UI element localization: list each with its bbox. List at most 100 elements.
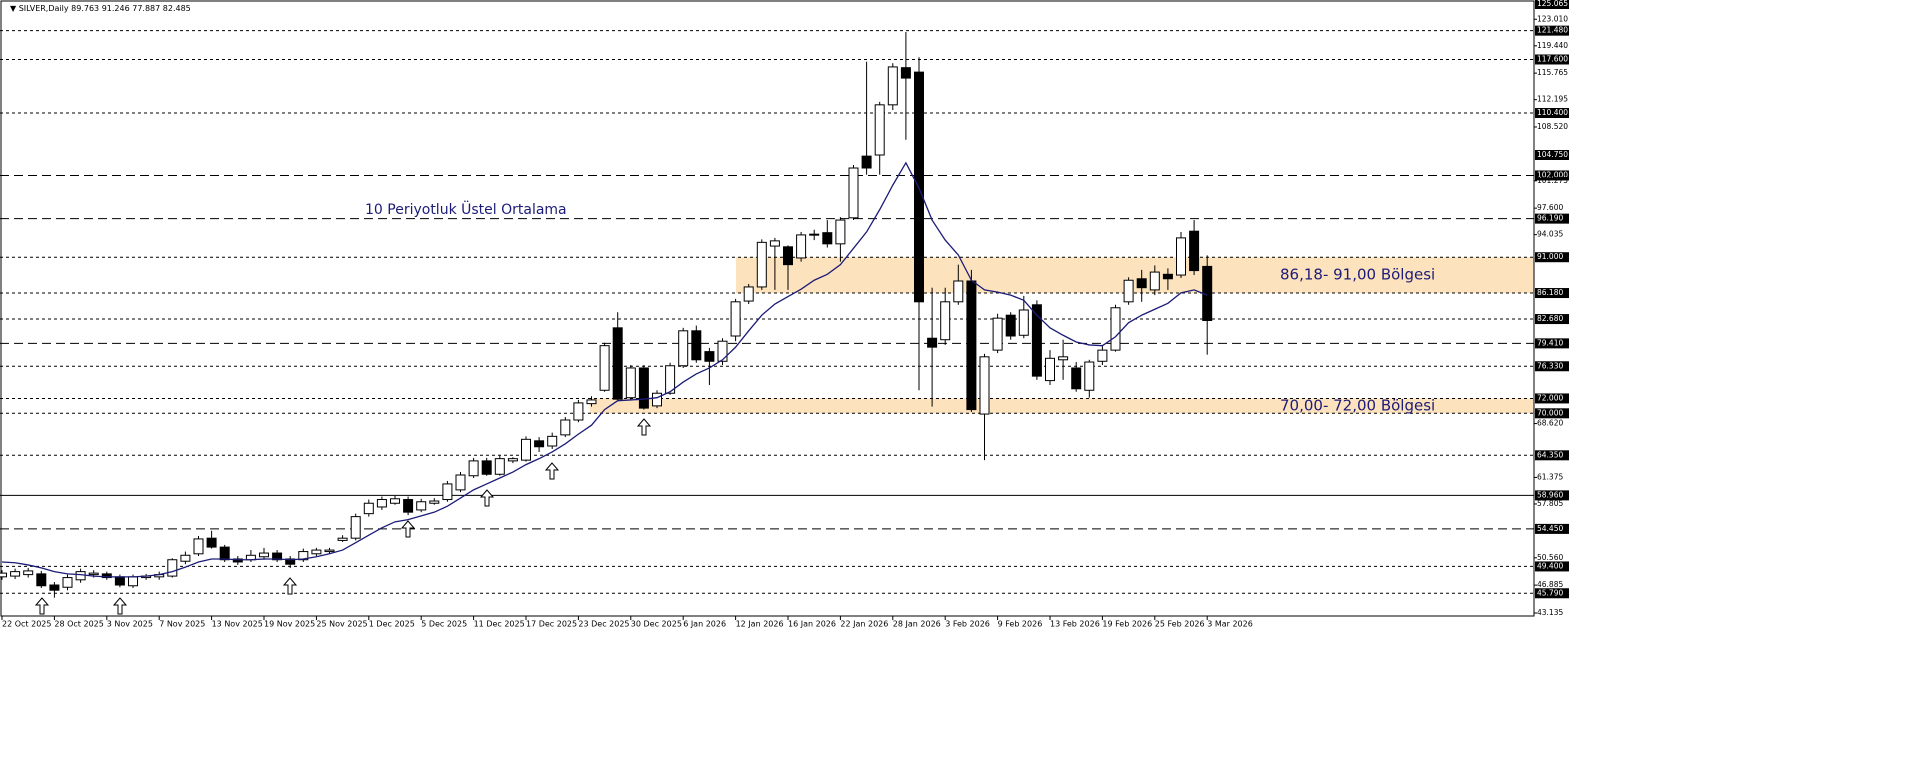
candle-body [1110, 307, 1121, 351]
candle-body [324, 549, 335, 553]
candle-body [992, 317, 1003, 351]
ema-line [1, 161, 1208, 578]
x-tick-label: 3 Nov 2025 [107, 620, 153, 629]
candle-body [874, 104, 885, 156]
y-tick-label: 68.620 [1537, 419, 1563, 428]
candle-body [232, 558, 243, 563]
candle-body [665, 365, 676, 394]
candle-body [363, 502, 374, 515]
candle-body [285, 558, 296, 565]
y-tick-label: 57.805 [1537, 499, 1563, 508]
x-tick-label: 3 Feb 2026 [945, 620, 990, 629]
level-label-bg [1535, 450, 1569, 461]
y-tick-label: 61.375 [1537, 472, 1563, 481]
level-label-bg [1535, 490, 1569, 501]
candle-body [1071, 367, 1082, 390]
level-label-bg [1535, 288, 1569, 299]
zone-label: 86,18- 91,00 Bölgesi [1280, 266, 1435, 284]
level-label-bg [1535, 523, 1569, 534]
level-label: 54.450 [1537, 524, 1563, 533]
candle-body [88, 572, 99, 576]
candle-body [678, 330, 689, 367]
candle-body [403, 499, 414, 513]
level-label-bg [1535, 150, 1569, 161]
candle-body [62, 577, 73, 588]
candle-body [521, 438, 531, 461]
up-arrow [112, 597, 128, 615]
level-label-bg [1535, 25, 1569, 36]
level-label: 76.330 [1537, 361, 1563, 370]
last-close: 82.485 [163, 4, 191, 13]
candle-body [376, 499, 387, 508]
level-label: 104.750 [1537, 150, 1568, 159]
candle-body [887, 66, 898, 106]
candle-body [612, 327, 623, 400]
candle-body [717, 340, 728, 362]
y-tick-label: 101.275 [1537, 176, 1568, 185]
candle-body [704, 351, 715, 362]
level-label-bg [1535, 252, 1569, 263]
x-tick-label: 25 Nov 2025 [316, 620, 367, 629]
candle-body [966, 280, 977, 411]
y-tick-label: 108.520 [1537, 122, 1568, 131]
y-tick-label: 112.195 [1537, 95, 1568, 104]
x-tick-label: 6 Jan 2026 [683, 620, 726, 629]
x-tick-label: 7 Nov 2025 [159, 620, 205, 629]
candle-body [167, 559, 178, 577]
candle-body [311, 549, 322, 555]
candle-body [0, 572, 7, 578]
x-tick-label: 25 Feb 2026 [1155, 620, 1205, 629]
candle-body [1097, 349, 1108, 362]
x-tick-label: 11 Dec 2025 [474, 620, 525, 629]
candle-body [940, 301, 951, 341]
candle-body [1136, 278, 1147, 289]
symbol: SILVER,Daily [19, 4, 69, 13]
candle-body [534, 440, 545, 448]
candle-body [573, 402, 584, 421]
x-tick-label: 28 Oct 2025 [54, 620, 103, 629]
y-tick-label: 94.035 [1537, 230, 1563, 239]
level-label: 72.000 [1537, 393, 1563, 402]
candle-body [1123, 279, 1134, 303]
candle-body [114, 576, 125, 586]
candle-body [769, 240, 780, 247]
candle-body [1031, 304, 1042, 377]
candle-body [547, 435, 558, 447]
level-label: 86.180 [1537, 288, 1563, 297]
chart-title: ▼ SILVER,Daily 89.763 91.246 77.887 82.4… [10, 4, 191, 13]
candle-body [481, 460, 492, 475]
y-tick-label: 123.010 [1537, 14, 1568, 23]
up-arrow [479, 489, 495, 507]
candle-body [953, 280, 964, 303]
candle-body [796, 234, 807, 259]
candle-body [599, 345, 610, 391]
candle-body [10, 571, 21, 577]
x-tick-label: 13 Feb 2026 [1050, 620, 1100, 629]
level-label-bg [1535, 393, 1569, 404]
levels [0, 30, 1534, 594]
level-label: 64.350 [1537, 450, 1563, 459]
candle-body [468, 460, 479, 477]
candle-body [75, 571, 86, 581]
candle-body [756, 241, 767, 288]
x-tick-label: 28 Jan 2026 [893, 620, 941, 629]
candle-body [193, 538, 204, 555]
up-arrow [34, 597, 50, 615]
up-arrow [636, 418, 652, 436]
candles [0, 31, 1213, 598]
up-arrow [544, 462, 560, 480]
level-label-bg [1535, 170, 1569, 181]
y-tick-label: 50.560 [1537, 553, 1563, 562]
candle-body [259, 552, 269, 558]
candle-body [809, 233, 820, 236]
candle-body [1149, 271, 1160, 291]
x-tick-label: 23 Dec 2025 [578, 620, 629, 629]
level-label-bg [1535, 314, 1569, 325]
level-label: 49.400 [1537, 561, 1563, 570]
x-tick-label: 9 Feb 2026 [998, 620, 1043, 629]
level-label: 117.600 [1537, 54, 1568, 63]
candle-body [416, 501, 427, 511]
level-label-bg [1535, 0, 1569, 9]
